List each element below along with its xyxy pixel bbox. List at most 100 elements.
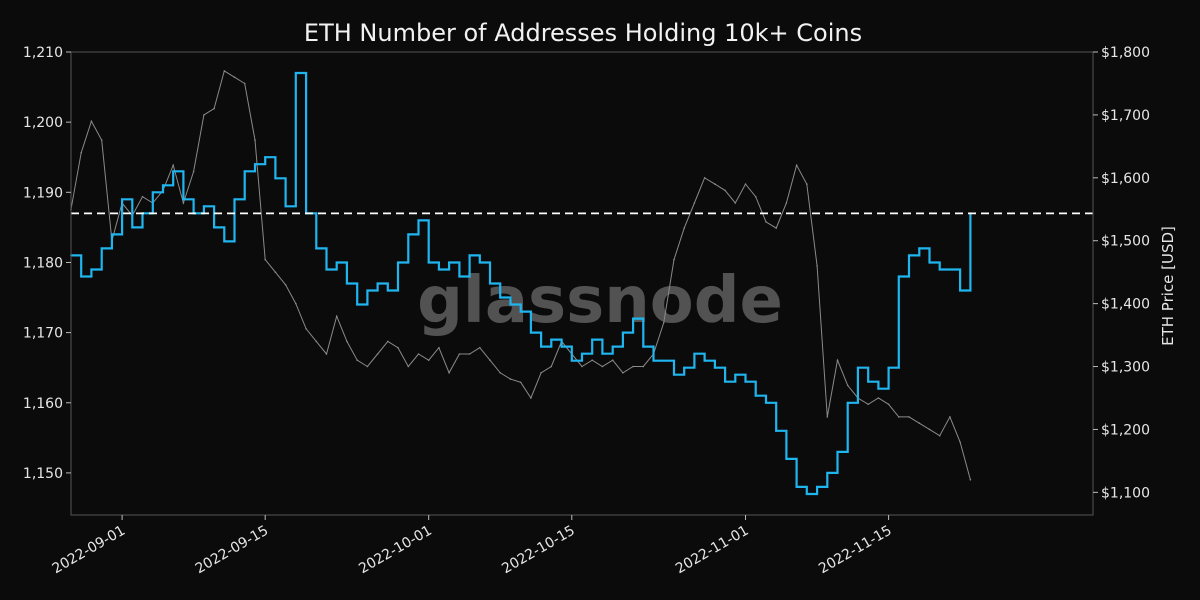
addresses-point xyxy=(376,282,379,285)
eth-price-point xyxy=(622,372,624,374)
eth-price-point xyxy=(591,359,593,362)
addresses-point xyxy=(100,247,103,250)
addresses-point xyxy=(386,289,389,292)
eth-price-point xyxy=(90,120,93,122)
addresses-point xyxy=(80,275,83,278)
addresses-point xyxy=(366,289,369,292)
eth-price-point xyxy=(663,321,665,324)
addresses-point xyxy=(284,205,287,208)
eth-price-point xyxy=(938,434,941,437)
addresses-point xyxy=(356,303,359,306)
addresses-point xyxy=(591,338,594,341)
addresses-point xyxy=(570,359,573,362)
addresses-point xyxy=(581,352,583,355)
addresses-point xyxy=(151,191,154,194)
addresses-point xyxy=(948,268,951,271)
addresses-point xyxy=(90,268,93,271)
eth-price-point xyxy=(775,227,777,229)
addresses-point xyxy=(223,240,226,243)
eth-price-point xyxy=(458,353,461,355)
addresses-point xyxy=(959,289,962,292)
left-tick-label: 1,180 xyxy=(23,255,63,271)
eth-price-point xyxy=(407,365,410,368)
eth-price-point xyxy=(192,170,195,173)
eth-price-point xyxy=(581,365,583,368)
addresses-point xyxy=(110,233,113,236)
addresses-point xyxy=(601,352,604,355)
eth-price-point xyxy=(550,365,553,368)
right-tick-label: $1,500 xyxy=(1101,234,1150,250)
addresses-point xyxy=(928,261,931,264)
right-tick-label: $1,800 xyxy=(1101,45,1150,61)
plot-frame xyxy=(70,51,1094,516)
right-tick-label: $1,400 xyxy=(1101,297,1150,313)
eth-price-point xyxy=(264,258,267,261)
addresses-point xyxy=(131,226,134,229)
addresses-point xyxy=(294,72,297,74)
addresses-point xyxy=(724,380,727,383)
addresses-point xyxy=(805,493,808,495)
eth-price-point xyxy=(744,183,747,185)
addresses-point xyxy=(713,366,716,369)
addresses-point xyxy=(172,170,175,173)
eth-price-point xyxy=(918,422,921,425)
left-tick-label: 1,170 xyxy=(23,326,63,342)
addresses-point xyxy=(243,170,246,173)
addresses-point xyxy=(550,338,553,341)
eth-price-point xyxy=(172,164,174,166)
addresses-point xyxy=(642,345,645,348)
addresses-point xyxy=(785,457,788,460)
eth-price-point xyxy=(826,416,829,418)
addresses-point xyxy=(693,352,696,355)
addresses-point xyxy=(673,373,675,376)
eth-price-point xyxy=(427,359,430,362)
eth-price-point xyxy=(295,302,297,305)
eth-price-point xyxy=(182,202,185,204)
addresses-point xyxy=(754,394,757,397)
eth-price-point xyxy=(448,372,450,374)
addresses-point xyxy=(264,156,267,159)
eth-price-point xyxy=(325,353,328,355)
addresses-point xyxy=(540,345,543,348)
eth-price-point xyxy=(397,346,399,349)
eth-price-point xyxy=(867,403,869,406)
eth-price-point xyxy=(754,195,757,198)
addresses-point xyxy=(795,485,798,488)
eth-price-point xyxy=(908,416,910,418)
addresses-point xyxy=(213,226,216,229)
eth-price-point xyxy=(959,441,961,443)
addresses-point xyxy=(621,331,624,334)
addresses-point xyxy=(918,247,921,250)
addresses-point xyxy=(775,429,778,432)
addresses-point xyxy=(162,184,164,187)
eth-price-point xyxy=(346,340,348,343)
addresses-point xyxy=(345,282,348,285)
eth-price-point xyxy=(714,183,716,185)
right-axis-label: ETH Price [USD] xyxy=(1159,226,1177,346)
eth-price-point xyxy=(887,403,890,406)
addresses-point xyxy=(315,247,318,250)
eth-price-point xyxy=(632,365,634,368)
eth-price-point xyxy=(254,139,256,141)
chart-title: ETH Number of Addresses Holding 10k+ Coi… xyxy=(304,19,862,47)
plot-layer xyxy=(70,70,1093,496)
eth-price-point xyxy=(693,202,696,204)
eth-price-point xyxy=(141,195,144,198)
eth-price-point xyxy=(243,82,246,85)
eth-price-point xyxy=(683,227,685,229)
addresses-point xyxy=(121,198,124,201)
eth-price-point xyxy=(223,70,226,72)
addresses-point xyxy=(683,366,686,369)
eth-price-point xyxy=(315,340,318,343)
addresses-point xyxy=(765,401,767,404)
addresses-point xyxy=(427,261,430,264)
addresses-point xyxy=(816,485,819,488)
addresses-point xyxy=(458,275,461,278)
addresses-point xyxy=(734,373,737,376)
right-tick-label: $1,300 xyxy=(1101,360,1150,376)
eth-price-point xyxy=(274,271,277,274)
right-tick-label: $1,200 xyxy=(1101,422,1150,438)
eth-price-point xyxy=(928,428,931,431)
eth-price-point xyxy=(509,378,512,380)
